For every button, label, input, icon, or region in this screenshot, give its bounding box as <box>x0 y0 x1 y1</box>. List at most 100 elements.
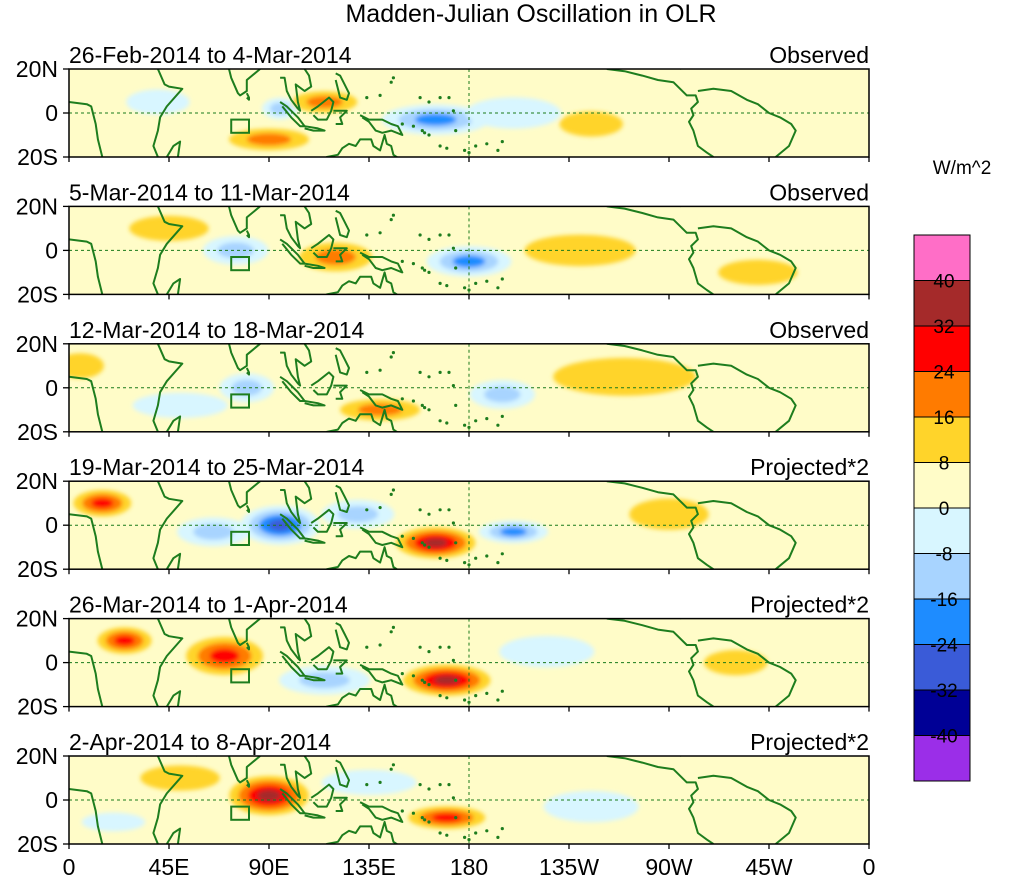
island <box>365 645 369 649</box>
panel-map: 20N 0 20S <box>16 743 870 857</box>
coastline <box>69 101 104 157</box>
island <box>423 680 427 684</box>
anomaly-contour <box>433 675 460 685</box>
panels: 26-Feb-2014 to 4-Mar-2014 Observed 20N 0 20S… <box>16 42 870 857</box>
coastline <box>69 513 104 570</box>
island <box>438 645 442 649</box>
island <box>485 417 489 421</box>
coastline <box>310 508 335 533</box>
coastline <box>320 271 399 295</box>
x-tick-label: 0 <box>863 854 876 880</box>
island <box>474 419 478 423</box>
panel-label: Observed <box>769 179 869 205</box>
coastline <box>320 134 399 157</box>
island <box>420 816 424 820</box>
island <box>451 796 455 800</box>
island <box>447 370 451 374</box>
colorbar-swatch <box>913 280 971 327</box>
colorbar-swatch <box>913 462 971 509</box>
coastline <box>226 756 261 784</box>
coastline <box>165 690 182 707</box>
anomaly-contour <box>231 379 262 396</box>
island <box>411 811 415 815</box>
coastline <box>697 362 797 432</box>
coastline <box>165 415 182 432</box>
coastline <box>606 618 714 707</box>
island <box>467 288 471 292</box>
x-tick-label: 45W <box>745 854 793 880</box>
colorbar-swatch <box>913 325 971 372</box>
island <box>418 370 422 374</box>
panel-label: Projected*2 <box>750 454 869 480</box>
coastline <box>333 384 348 400</box>
island <box>400 809 404 813</box>
coastline <box>226 206 261 234</box>
coastline <box>697 500 797 570</box>
anomaly-contour <box>315 249 356 265</box>
y-tick-label: 0 <box>45 512 58 538</box>
island <box>500 689 504 693</box>
panel-period: 26-Mar-2014 to 1-Apr-2014 <box>69 592 348 618</box>
island <box>418 783 422 787</box>
panel-map: 20N 0 20S <box>16 468 870 582</box>
island <box>427 683 431 687</box>
island <box>474 281 478 285</box>
anomaly-contour <box>357 403 403 416</box>
colorbar-units: W/m^2 <box>933 158 992 179</box>
island <box>427 133 431 137</box>
island <box>427 820 431 824</box>
coastline <box>606 756 714 844</box>
coastline <box>359 251 404 274</box>
coastline <box>310 233 335 258</box>
panel-map: 20N 0 20S <box>16 606 870 720</box>
panel: 2-Apr-2014 to 8-Apr-2014 Projected*220N02… <box>16 729 870 857</box>
panel-map: 20N 0 20S <box>16 56 870 170</box>
coastline <box>165 140 182 157</box>
island <box>365 233 369 237</box>
coastline <box>334 72 350 101</box>
anomaly-contour <box>423 538 448 548</box>
island <box>445 696 449 700</box>
island <box>474 556 478 560</box>
island <box>400 122 404 126</box>
island <box>420 266 424 270</box>
panel: 26-Feb-2014 to 4-Mar-2014 Observed 20N 0 20S <box>16 42 870 170</box>
y-tick-label: 20N <box>16 331 58 357</box>
island <box>411 674 415 678</box>
coastline <box>152 343 184 432</box>
coastline <box>245 230 250 239</box>
anomaly-contour <box>193 523 234 540</box>
x-axis: 0 45E 90E 135E 180 135W 90W 45W 0 <box>63 854 876 880</box>
y-tick-label: 20S <box>17 281 58 307</box>
x-tick-label: 90E <box>249 854 290 880</box>
island <box>378 93 382 97</box>
island <box>500 414 504 418</box>
island <box>427 237 431 241</box>
island <box>420 541 424 545</box>
panel-period: 12-Mar-2014 to 18-Mar-2014 <box>69 317 365 343</box>
island <box>496 148 500 152</box>
island <box>391 488 395 492</box>
coastline <box>304 262 326 269</box>
coastline <box>152 69 184 157</box>
reference-box <box>230 530 251 547</box>
island <box>391 351 395 355</box>
anomaly-contour <box>132 392 228 418</box>
island <box>438 783 442 787</box>
x-tick-label: 45E <box>149 854 190 880</box>
coastline <box>304 125 326 132</box>
anomaly-contour <box>543 790 639 823</box>
island <box>423 818 427 822</box>
island <box>447 645 451 649</box>
coastline <box>359 114 404 136</box>
coastline <box>245 92 250 101</box>
coastline <box>359 801 404 823</box>
island <box>365 783 369 787</box>
anomaly-contour <box>553 357 696 396</box>
anomaly-contour <box>500 527 527 537</box>
anomaly-contour <box>91 498 114 509</box>
coastline <box>606 206 714 295</box>
coastline <box>606 69 714 157</box>
island <box>454 129 458 133</box>
y-tick-label: 20N <box>16 193 58 219</box>
